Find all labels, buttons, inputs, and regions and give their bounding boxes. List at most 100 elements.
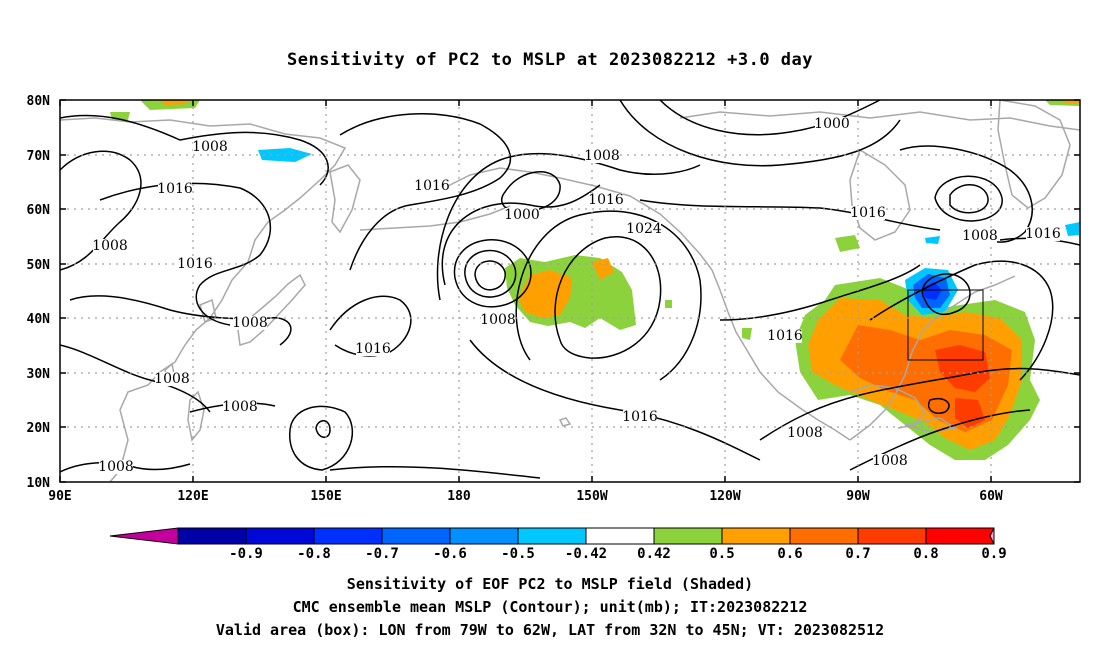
svg-text:1000: 1000	[504, 207, 540, 223]
coast-greenland	[997, 100, 1071, 209]
shading-layer	[110, 100, 1080, 460]
colorbar-low-arrow	[109, 527, 179, 545]
contour-low-ring1	[474, 260, 506, 291]
colorbar-tick-label: 0.8	[913, 546, 938, 562]
caption-contour: CMC ensemble mean MSLP (Contour); unit(m…	[292, 598, 808, 616]
colorbar-tick-label: 0.7	[845, 546, 870, 562]
contour-1008-china	[60, 344, 211, 413]
contour-1008-siberia-a	[60, 114, 329, 186]
svg-text:1008: 1008	[92, 238, 128, 254]
contour-1016-canada	[639, 199, 941, 231]
svg-text:1016: 1016	[850, 205, 886, 221]
contour-1016-ridge	[436, 152, 701, 301]
colorbar-segment	[245, 527, 315, 545]
contour-1008-gulf	[759, 367, 1080, 441]
contour-label: 1016	[355, 341, 391, 357]
shade-atlantic-red2	[955, 398, 985, 428]
shade-pacific-orange2	[592, 258, 614, 280]
contour-label: 1016	[588, 192, 624, 208]
contour-label: 1008	[192, 139, 228, 155]
svg-text:1008: 1008	[232, 315, 268, 331]
lon-label: 60W	[979, 489, 1003, 504]
lat-label: 70N	[27, 149, 51, 164]
contour-label: 1024	[626, 221, 662, 237]
contour-1000-arctic	[659, 100, 881, 136]
coast-hawaii	[558, 417, 572, 427]
svg-text:1024: 1024	[626, 221, 662, 237]
contour-label: 1008	[872, 453, 908, 469]
coast-asia	[60, 117, 347, 482]
plot-frame	[59, 99, 1081, 483]
coast-hudson	[849, 148, 911, 241]
colorbar-segment	[517, 527, 587, 545]
contour-label: 1008	[98, 459, 134, 475]
colorbar: -0.9 -0.8 -0.7 -0.6 -0.5 -0.42 0.42 0.5 0.6 0.7 0.…	[109, 527, 1007, 562]
svg-text:1016: 1016	[767, 328, 803, 344]
contour-label: 1008	[154, 371, 190, 387]
lat-label: 60N	[27, 203, 51, 218]
contour-label: 1008	[787, 425, 823, 441]
svg-text:1008: 1008	[222, 399, 258, 415]
colorbar-tick-label: -0.6	[433, 546, 467, 562]
svg-text:1008: 1008	[584, 148, 620, 164]
contour-1008-east-asia	[69, 295, 292, 346]
colorbar-tick-label: -0.9	[229, 546, 263, 562]
contour-label: 1016	[622, 409, 658, 425]
coast-na-east	[849, 275, 1016, 441]
colorbar-segment	[313, 527, 383, 545]
shade-patch-arctic-w2	[160, 100, 190, 105]
lat-label: 30N	[27, 367, 51, 382]
grid-lines	[60, 100, 1080, 482]
lon-label: 180	[447, 489, 471, 504]
caption-valid-area: Valid area (box): LON from 79W to 62W, L…	[215, 621, 885, 639]
coast-kamchatka	[329, 164, 361, 234]
contour-carib-small	[928, 398, 950, 414]
colorbar-tick-label: -0.8	[297, 546, 331, 562]
coast-gulf	[849, 384, 926, 429]
colorbar-high-arrow	[989, 527, 995, 545]
colorbar-segment	[653, 527, 723, 545]
svg-text:1008: 1008	[480, 312, 516, 328]
contour-1008-arctic	[619, 100, 901, 167]
contour-label: 1016	[767, 328, 803, 344]
contour-1016-pacific-wide	[469, 339, 761, 461]
contour-typhoon-outer	[289, 405, 354, 471]
svg-text:1008: 1008	[98, 459, 134, 475]
colorbar-tick-label: 0.6	[777, 546, 802, 562]
lon-label: 90W	[846, 489, 870, 504]
svg-text:1008: 1008	[962, 228, 998, 244]
contour-label: 1000	[504, 207, 540, 223]
shade-patch-canada	[835, 235, 860, 252]
shade-atlantic-red	[935, 345, 990, 392]
lon-label: 90E	[48, 489, 71, 504]
contour-label: 1008	[92, 238, 128, 254]
contour-label: 1016	[1025, 226, 1061, 242]
coast-japan	[237, 273, 306, 346]
contour-label: 1008	[962, 228, 998, 244]
contour-1000-low	[500, 171, 561, 212]
shade-pacific-orange	[518, 270, 572, 318]
svg-text:1016: 1016	[177, 256, 213, 272]
contour-label: 1008	[584, 148, 620, 164]
contour-label: 1008	[222, 399, 258, 415]
contour-labrador-low2	[934, 175, 1003, 222]
contour-atl-trough	[869, 260, 1054, 381]
colorbar-segment	[449, 527, 519, 545]
svg-text:1000: 1000	[814, 116, 850, 132]
map-title: Sensitivity of PC2 to MSLP at 2023082212…	[286, 50, 813, 70]
lat-axis: 10N 20N 30N 40N 50N 60N 70N 80N	[27, 94, 1080, 491]
contour-label: 1016	[157, 181, 193, 197]
svg-text:1016: 1016	[414, 178, 450, 194]
lon-label: 150E	[310, 489, 341, 504]
lat-label: 10N	[27, 476, 51, 491]
colorbar-tick-label: 0.5	[709, 546, 734, 562]
colorbar-tick-label: -0.5	[501, 546, 535, 562]
svg-text:1016: 1016	[622, 409, 658, 425]
shade-patch-west	[665, 300, 672, 308]
contour-label: 1016	[414, 178, 450, 194]
contour-label: 1000	[814, 116, 850, 132]
colorbar-segment	[177, 527, 247, 545]
colorbar-segment	[721, 527, 791, 545]
colorbar-segment	[789, 527, 859, 545]
lon-label: 150W	[576, 489, 607, 504]
